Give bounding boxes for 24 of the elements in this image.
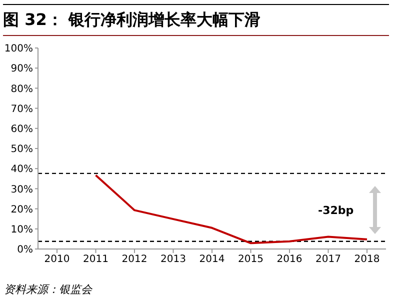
- x-tick-label: 2016: [276, 254, 302, 266]
- y-tick-label: 50%: [10, 144, 33, 156]
- x-tick-label: 2013: [160, 254, 186, 266]
- y-tick-label: 80%: [10, 84, 33, 95]
- y-tick-label: 10%: [10, 224, 33, 236]
- y-tick-label: 60%: [10, 124, 33, 135]
- y-tick-label: 0%: [17, 244, 33, 256]
- chart-title: 图 32： 银行净利润增长率大幅下滑: [3, 4, 389, 36]
- y-tick-label: 70%: [10, 104, 33, 115]
- x-tick-label: 2014: [199, 254, 225, 266]
- line-series: [94, 174, 368, 244]
- y-tick-label: 40%: [10, 164, 33, 176]
- x-tick-label: 2015: [238, 254, 264, 266]
- y-tick-label: 30%: [10, 184, 33, 196]
- x-tick-label: 2017: [316, 254, 341, 266]
- y-tick-label: 20%: [10, 204, 33, 216]
- annotation: -32bp: [318, 204, 354, 217]
- text: 资料来源：银监会: [4, 282, 92, 297]
- x-tick-label: 2012: [122, 254, 148, 266]
- x-tick-label: 2011: [83, 254, 108, 266]
- y-tick-label: 90%: [10, 64, 33, 75]
- y-tick-label: 100%: [4, 44, 33, 55]
- x-tick-label: 2010: [44, 254, 70, 266]
- x-tick-label: 2018: [354, 254, 380, 266]
